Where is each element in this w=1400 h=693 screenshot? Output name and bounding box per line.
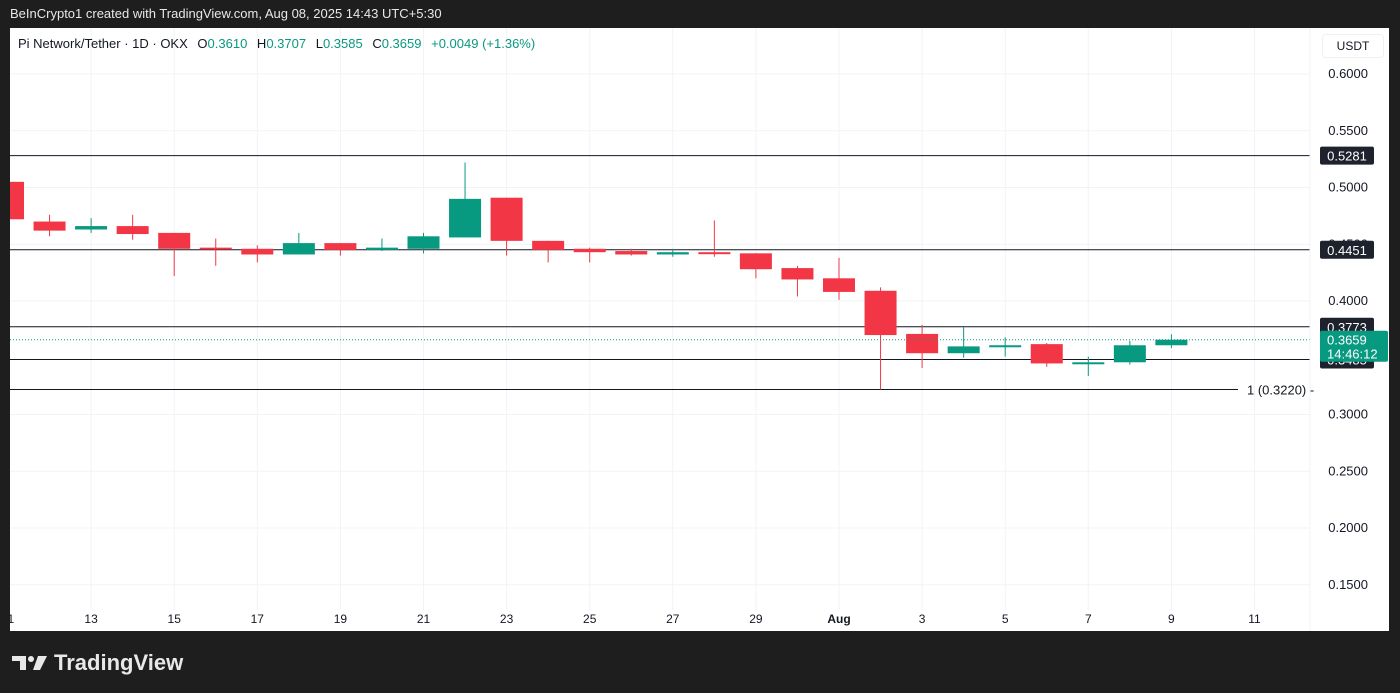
candle[interactable] xyxy=(10,181,24,220)
candle[interactable] xyxy=(1113,345,1146,363)
chart-panel[interactable]: 0.60000.55000.50000.45000.40000.30000.25… xyxy=(10,28,1389,631)
x-axis-tick: 21 xyxy=(417,612,431,626)
x-axis-tick: 11 xyxy=(10,612,15,626)
candle[interactable] xyxy=(1155,339,1188,346)
change-value: +0.0049 (+1.36%) xyxy=(431,36,536,51)
candle[interactable] xyxy=(656,252,689,255)
bar-countdown: 14:46:12 xyxy=(1327,347,1378,362)
candlestick-chart[interactable]: 0.60000.55000.50000.45000.40000.30000.25… xyxy=(10,28,1389,631)
candle[interactable] xyxy=(75,226,108,230)
price-level-label xyxy=(1320,146,1374,165)
candle[interactable] xyxy=(947,346,980,354)
x-axis-tick: 11 xyxy=(1248,612,1261,626)
high-label: H xyxy=(256,36,267,51)
svg-text:0.4451: 0.4451 xyxy=(1327,243,1367,258)
candle[interactable] xyxy=(864,290,897,336)
candle[interactable] xyxy=(449,198,482,238)
candle[interactable] xyxy=(615,251,648,255)
candle[interactable] xyxy=(823,278,855,292)
x-axis-tick: 5 xyxy=(1002,612,1009,626)
x-axis-tick: 19 xyxy=(334,612,348,626)
open-value: 0.3610 xyxy=(207,36,248,51)
candle[interactable] xyxy=(116,226,149,235)
price-level-label xyxy=(1320,240,1374,259)
candle[interactable] xyxy=(199,247,232,250)
symbol-legend: Pi Network/Tether · 1D · OKX O0.3610 H0.… xyxy=(18,36,535,51)
y-axis-tick: 0.6000 xyxy=(1328,66,1368,81)
x-axis-tick: 23 xyxy=(500,612,514,626)
tradingview-logo[interactable]: TradingView xyxy=(12,650,183,676)
candle[interactable] xyxy=(781,268,814,280)
candle[interactable] xyxy=(33,221,66,231)
x-axis-tick: 25 xyxy=(583,612,597,626)
x-axis-tick: Aug xyxy=(827,612,850,626)
symbol-title: Pi Network/Tether · 1D · OKX xyxy=(18,36,188,51)
x-axis-tick: 3 xyxy=(919,612,926,626)
fib-level-label: 1 (0.3220) - xyxy=(1247,383,1314,398)
svg-text:0.3659: 0.3659 xyxy=(1327,333,1367,348)
currency-unit-button[interactable]: USDT xyxy=(1322,34,1384,58)
candle[interactable] xyxy=(532,240,565,250)
x-axis-tick: 15 xyxy=(168,612,182,626)
x-axis-tick: 13 xyxy=(84,612,98,626)
candle[interactable] xyxy=(365,247,398,250)
y-axis-tick: 0.1500 xyxy=(1328,577,1368,592)
x-axis-tick: 7 xyxy=(1085,612,1092,626)
x-axis-tick: 9 xyxy=(1168,612,1175,626)
candle[interactable] xyxy=(573,248,606,253)
x-axis-tick: 17 xyxy=(251,612,265,626)
tradingview-logo-icon xyxy=(12,656,47,670)
x-axis-tick: 29 xyxy=(749,612,763,626)
y-axis-tick: 0.2500 xyxy=(1328,463,1368,478)
chart-attribution: BeInCrypto1 created with TradingView.com… xyxy=(10,6,442,21)
candle[interactable] xyxy=(989,345,1022,348)
candle[interactable] xyxy=(1030,344,1063,364)
candle[interactable] xyxy=(490,197,523,241)
y-axis-tick: 0.5500 xyxy=(1328,123,1368,138)
y-axis-tick: 0.5000 xyxy=(1328,180,1368,195)
candle[interactable] xyxy=(282,243,315,255)
x-axis-tick: 27 xyxy=(666,612,680,626)
last-price-label xyxy=(1320,330,1388,362)
low-value: 0.3585 xyxy=(322,36,363,51)
candle[interactable] xyxy=(158,232,191,249)
y-axis-tick: 0.2000 xyxy=(1328,520,1368,535)
candle[interactable] xyxy=(906,333,939,354)
y-axis-tick: 0.3000 xyxy=(1328,407,1368,422)
candle[interactable] xyxy=(739,253,772,270)
candle[interactable] xyxy=(1072,362,1105,365)
close-label: C xyxy=(372,36,382,51)
close-value: 0.3659 xyxy=(381,36,422,51)
candle[interactable] xyxy=(407,236,440,249)
high-value: 0.3707 xyxy=(266,36,307,51)
low-label: L xyxy=(315,36,323,51)
candle[interactable] xyxy=(241,248,274,255)
candle[interactable] xyxy=(698,252,731,255)
candle[interactable] xyxy=(324,243,357,250)
open-label: O xyxy=(197,36,208,51)
svg-text:0.5281: 0.5281 xyxy=(1327,149,1367,164)
y-axis-tick: 0.4000 xyxy=(1328,293,1368,308)
tradingview-brand: TradingView xyxy=(54,650,184,675)
